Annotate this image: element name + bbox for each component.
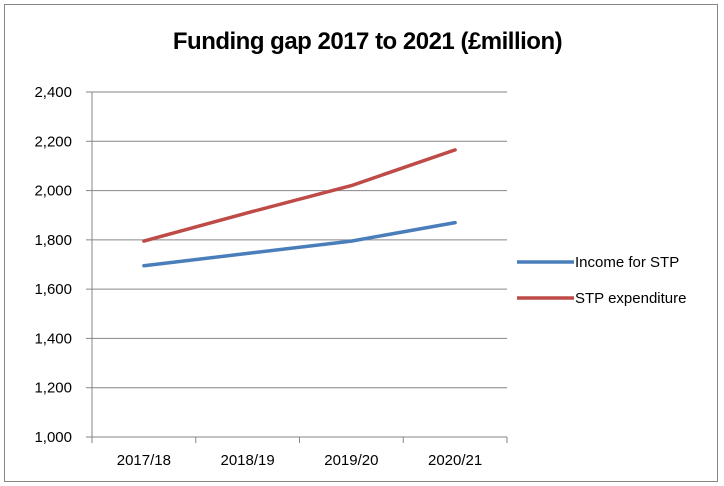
y-tick-label: 1,200 [34,380,72,397]
y-tick-label: 1,600 [34,281,72,298]
y-tick-label: 2,200 [34,133,72,150]
series-lines [142,148,457,268]
y-tick-label: 1,400 [34,330,72,347]
x-tick-label: 2017/18 [117,452,171,469]
x-tick-label: 2019/20 [324,452,378,469]
chart-frame [4,4,718,482]
legend-label: STP expenditure [575,290,686,307]
y-tick-label: 2,000 [34,183,72,200]
y-tick-label: 2,400 [34,84,72,101]
grid-lines [92,91,507,389]
x-tick-label: 2018/19 [221,452,275,469]
series-line-2 [142,148,457,243]
legend: Income for STP STP expenditure [517,254,686,307]
axes: 1,000 1,200 1,400 1,600 1,800 2,000 2,200 2,400… [34,84,508,469]
y-tick-label: 1,000 [34,429,72,446]
y-tick-label: 1,800 [34,232,72,249]
chart-title: Funding gap 2017 to 2021 (£million) [172,28,563,55]
legend-label: Income for STP [575,254,679,271]
series-line-1 [142,220,457,268]
x-tick-label: 2020/21 [428,452,482,469]
